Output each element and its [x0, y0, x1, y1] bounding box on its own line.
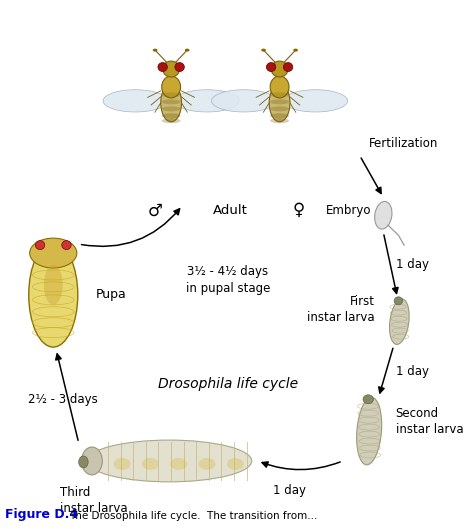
Polygon shape: [175, 90, 239, 112]
Text: Embryo: Embryo: [326, 204, 371, 217]
Ellipse shape: [293, 49, 298, 52]
Ellipse shape: [162, 93, 181, 97]
Polygon shape: [103, 90, 167, 112]
Ellipse shape: [153, 49, 157, 52]
Ellipse shape: [270, 93, 289, 97]
Ellipse shape: [269, 84, 290, 122]
Ellipse shape: [44, 265, 63, 305]
Ellipse shape: [170, 458, 187, 470]
Ellipse shape: [227, 458, 244, 470]
Text: Second
instar larva: Second instar larva: [396, 407, 463, 436]
Polygon shape: [211, 90, 276, 112]
Ellipse shape: [283, 62, 293, 71]
Ellipse shape: [162, 113, 181, 118]
Ellipse shape: [390, 299, 409, 344]
Ellipse shape: [82, 447, 102, 475]
Ellipse shape: [266, 62, 276, 71]
Ellipse shape: [270, 118, 289, 123]
Polygon shape: [283, 90, 347, 112]
Text: Third
instar larva: Third instar larva: [60, 486, 128, 515]
Ellipse shape: [30, 238, 77, 268]
Ellipse shape: [62, 241, 71, 250]
Ellipse shape: [374, 202, 392, 229]
Ellipse shape: [162, 118, 181, 123]
Ellipse shape: [161, 84, 182, 122]
Text: Adult: Adult: [213, 204, 248, 217]
Ellipse shape: [158, 62, 167, 71]
Ellipse shape: [199, 458, 216, 470]
Ellipse shape: [162, 76, 181, 98]
Text: 1 day: 1 day: [396, 365, 428, 378]
Ellipse shape: [394, 297, 402, 305]
Ellipse shape: [162, 99, 181, 104]
Text: 2½ - 3 days: 2½ - 3 days: [28, 393, 98, 406]
Text: 1 day: 1 day: [273, 484, 306, 497]
Ellipse shape: [87, 440, 252, 482]
Ellipse shape: [175, 62, 184, 71]
Ellipse shape: [163, 61, 180, 77]
Ellipse shape: [270, 99, 289, 104]
Ellipse shape: [162, 106, 181, 111]
Ellipse shape: [79, 456, 88, 468]
Text: The Drosophila life cycle.  The transition from...: The Drosophila life cycle. The transitio…: [69, 510, 318, 521]
Ellipse shape: [271, 61, 288, 77]
Text: Figure D.4: Figure D.4: [5, 508, 78, 521]
Text: 1 day: 1 day: [396, 259, 428, 271]
Text: Drosophila life cycle: Drosophila life cycle: [158, 377, 298, 391]
Ellipse shape: [270, 76, 289, 98]
Ellipse shape: [36, 241, 45, 250]
Ellipse shape: [261, 49, 266, 52]
Ellipse shape: [29, 243, 78, 347]
Ellipse shape: [363, 395, 374, 404]
Text: Fertilization: Fertilization: [369, 137, 438, 150]
Ellipse shape: [185, 49, 190, 52]
Ellipse shape: [270, 113, 289, 118]
Text: 3½ - 4½ days
in pupal stage: 3½ - 4½ days in pupal stage: [185, 265, 270, 295]
Text: Pupa: Pupa: [96, 288, 127, 302]
Ellipse shape: [114, 458, 130, 470]
Ellipse shape: [356, 397, 382, 465]
Ellipse shape: [270, 106, 289, 111]
Text: ♂: ♂: [148, 202, 163, 220]
Ellipse shape: [142, 458, 159, 470]
Text: ♀: ♀: [292, 202, 304, 220]
Text: First
instar larva: First instar larva: [307, 295, 375, 324]
